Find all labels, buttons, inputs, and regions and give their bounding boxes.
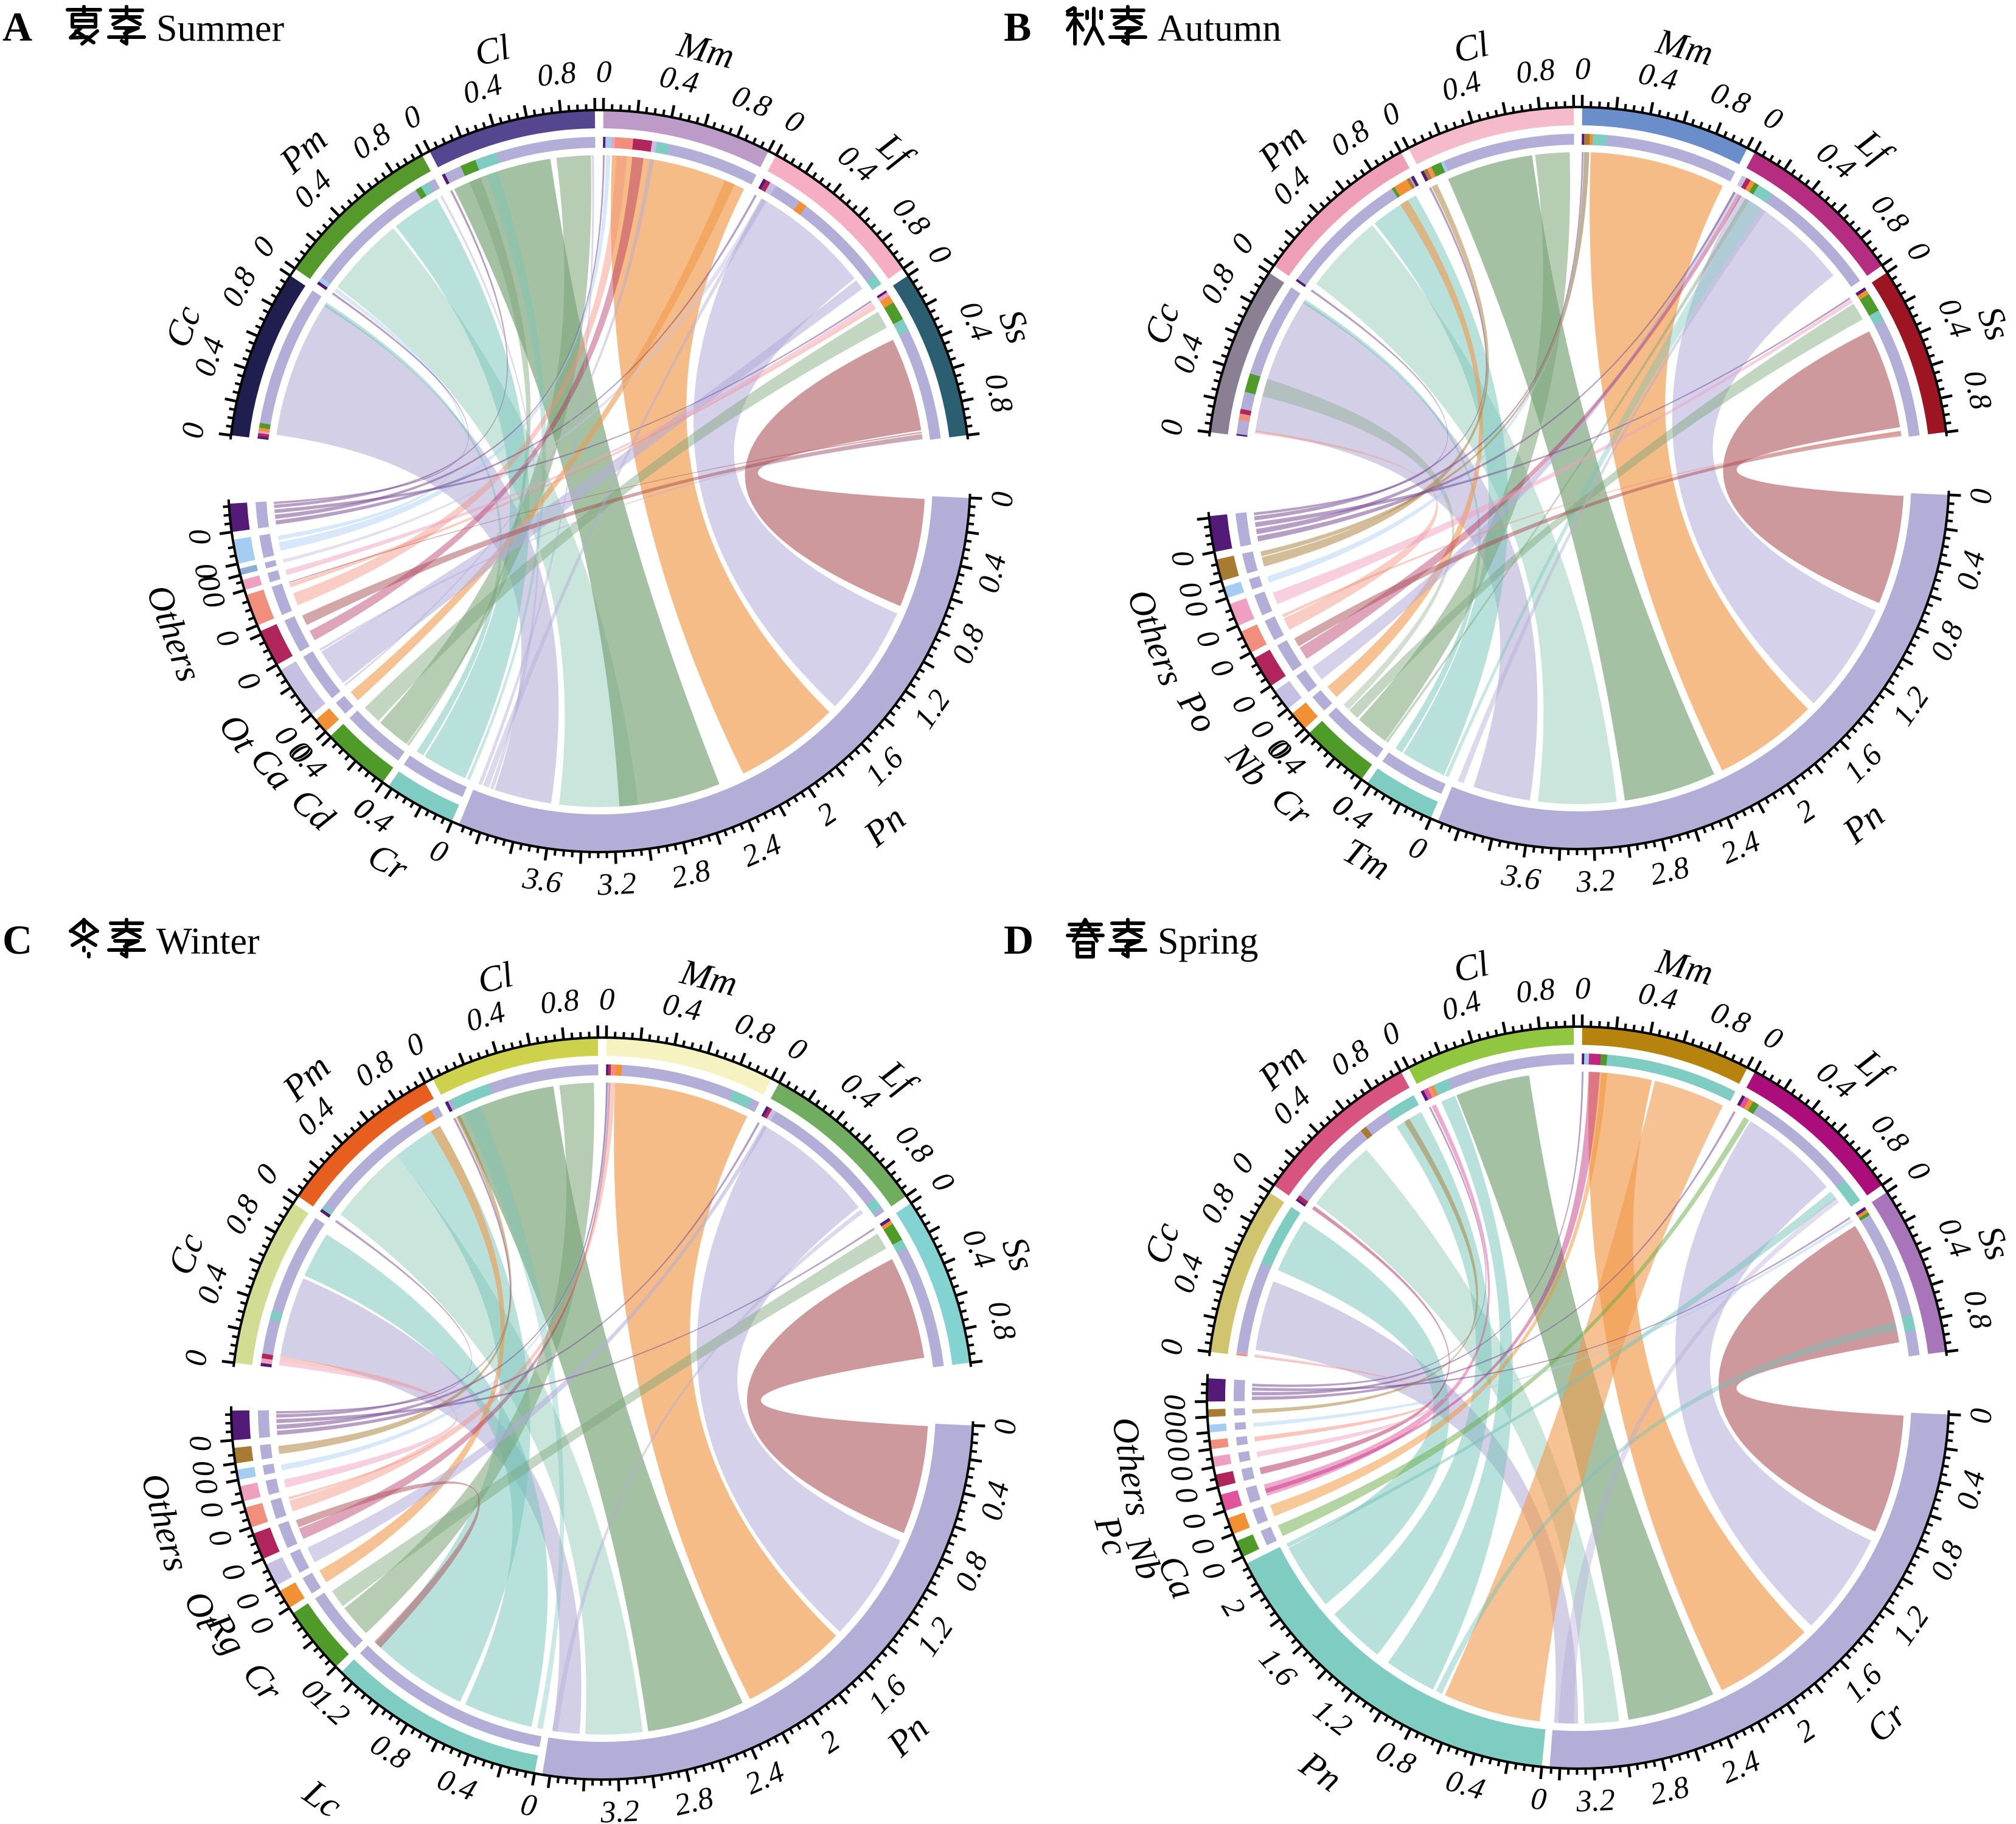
svg-text:B: B — [1004, 4, 1031, 50]
svg-text:D: D — [1004, 917, 1034, 963]
svg-text:3.2: 3.2 — [1575, 1783, 1616, 1819]
svg-text:Winter: Winter — [156, 921, 260, 962]
svg-text:3.6: 3.6 — [1499, 858, 1543, 898]
svg-text:0.4: 0.4 — [657, 60, 701, 100]
svg-text:0.8: 0.8 — [535, 55, 577, 93]
svg-text:0: 0 — [1575, 972, 1591, 1006]
svg-text:0.8: 0.8 — [1956, 1287, 1998, 1332]
svg-text:0: 0 — [1158, 1426, 1194, 1445]
svg-text:C: C — [2, 917, 32, 963]
svg-text:0.8: 0.8 — [1514, 972, 1556, 1010]
svg-text:Autumn: Autumn — [1158, 8, 1281, 49]
svg-text:0: 0 — [1964, 1407, 1998, 1424]
svg-text:0: 0 — [985, 491, 1020, 508]
svg-text:0: 0 — [1529, 1781, 1548, 1817]
svg-text:0: 0 — [596, 55, 612, 89]
svg-text:3.2: 3.2 — [596, 867, 637, 903]
svg-text:0: 0 — [1158, 1410, 1192, 1427]
svg-text:0.8: 0.8 — [538, 983, 580, 1021]
svg-text:Spring: Spring — [1158, 921, 1258, 962]
svg-text:0.8: 0.8 — [981, 1298, 1022, 1343]
svg-text:0.8: 0.8 — [1956, 367, 1998, 412]
svg-text:0: 0 — [1964, 488, 1998, 505]
svg-text:3.2: 3.2 — [599, 1794, 640, 1824]
svg-text:0: 0 — [1575, 52, 1591, 86]
svg-text:A: A — [2, 4, 32, 50]
svg-text:0.8: 0.8 — [978, 370, 1019, 415]
svg-text:0.4: 0.4 — [1636, 57, 1680, 97]
svg-text:Summer: Summer — [156, 8, 284, 49]
svg-text:3.6: 3.6 — [520, 861, 564, 901]
svg-text:3.2: 3.2 — [1575, 864, 1616, 900]
svg-text:0: 0 — [988, 1418, 1023, 1435]
svg-text:0.4: 0.4 — [660, 987, 704, 1028]
svg-text:0.8: 0.8 — [1514, 52, 1556, 90]
svg-text:0: 0 — [182, 1434, 218, 1452]
svg-text:0.4: 0.4 — [1636, 976, 1680, 1017]
svg-text:0: 0 — [1157, 1394, 1191, 1410]
svg-text:0: 0 — [599, 983, 615, 1017]
